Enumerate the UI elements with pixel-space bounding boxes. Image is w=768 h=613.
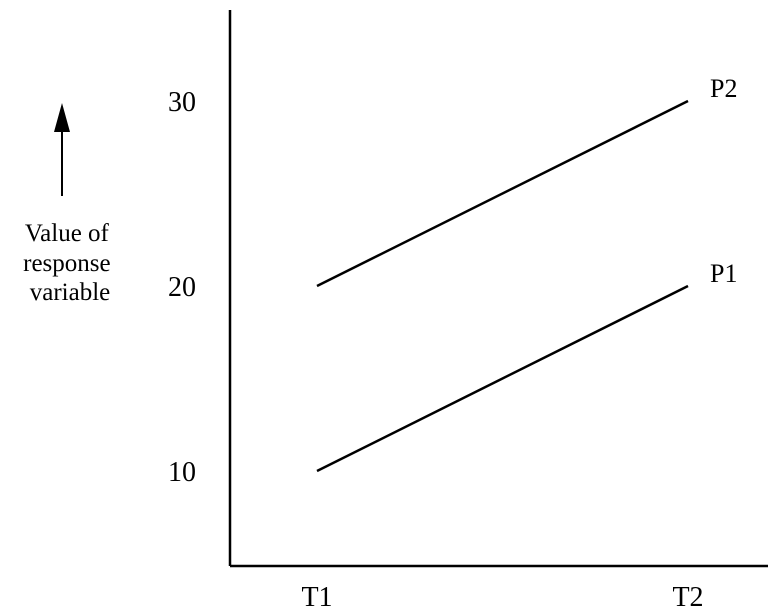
y-tick-label: 30 xyxy=(168,87,196,118)
series-label-p2: P2 xyxy=(710,74,737,103)
y-tick-label: 10 xyxy=(168,457,196,488)
up-arrow-icon xyxy=(54,103,70,196)
x-tick-label: T2 xyxy=(672,582,703,613)
x-tick-label: T1 xyxy=(301,582,332,613)
y-axis-label-line-2: response xyxy=(23,250,110,277)
series-line-p1 xyxy=(316,284,689,473)
series-line-p2 xyxy=(316,99,689,288)
y-axis-label-line-1: Value of xyxy=(25,220,110,247)
series-lines xyxy=(316,99,689,473)
y-tick-labels: 10 20 30 xyxy=(168,87,196,488)
y-axis-label-line-3: variable xyxy=(30,279,111,306)
y-axis-label: Value of response variable xyxy=(23,220,117,306)
y-tick-label: 20 xyxy=(168,272,196,303)
series-label-p1: P1 xyxy=(710,259,737,288)
x-tick-labels: T1 T2 xyxy=(301,582,703,613)
series-labels: P1 P2 xyxy=(710,74,737,288)
